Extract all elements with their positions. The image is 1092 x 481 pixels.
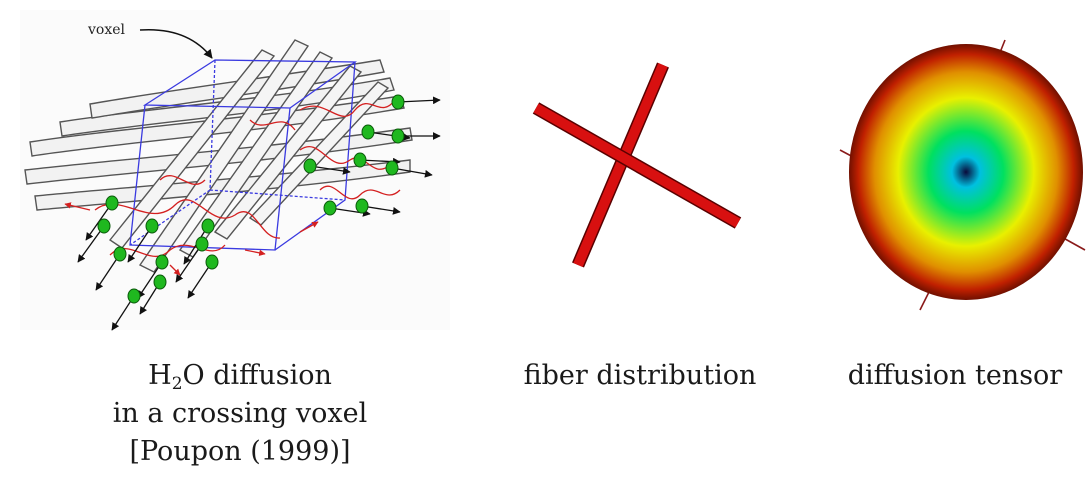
fiber-distribution-svg [532,62,742,268]
diffusion-path [319,185,401,200]
water-molecule [391,128,405,144]
diffusion-tensor-svg [839,39,1086,311]
caption-formula-h: H [148,360,172,391]
diffusion-path [109,244,226,257]
water-molecule [105,195,119,211]
diffusion-tensor-diagram [830,30,1092,320]
water-molecule [127,288,141,304]
water-molecule [303,158,317,174]
fiber-tube [108,49,276,249]
diffusion-paths [64,99,401,276]
water-molecule [205,254,219,270]
cube-hidden-edges [129,59,346,246]
water-molecule [353,152,367,168]
fiber-tube [34,159,411,211]
water-molecule [113,246,127,262]
voxel-caption-line-2: in a crossing voxel [112,398,368,429]
fiber-caption: fiber distribution [523,360,757,391]
fiber-tube [178,51,334,258]
diffusion-arrow [64,202,91,211]
fiber-tube [248,81,390,226]
voxel-cube [129,59,358,251]
water-molecule [323,200,337,216]
voxel-label: voxel [87,22,126,38]
water-molecule [97,218,111,234]
voxel-illustration: voxel [0,0,470,340]
voxel-pointer-arrow [139,28,213,59]
water-molecule [145,218,159,234]
voxel-caption-line-1: H2O diffusion [80,357,400,395]
water-molecule [195,236,209,252]
diffusion-path [299,99,396,117]
voxel-illustration-svg: voxel [20,10,450,331]
voxel-caption: H2O diffusion in a crossing voxel [Poupo… [80,357,400,471]
diffusion-path [159,175,206,185]
water-molecule [155,254,169,270]
tensor-disk [849,44,1083,300]
water-molecule [385,160,399,176]
molecules-bottom [77,195,219,331]
diffusion-path [94,199,281,239]
caption-formula-rest: O diffusion [182,360,332,391]
water-molecule [153,274,167,290]
water-molecule [391,94,405,110]
water-molecule [201,218,215,234]
water-molecule [361,124,375,140]
diffusion-arrow [244,249,266,257]
fiber-line-1 [573,63,668,267]
molecules-right [303,94,441,217]
voxel-caption-citation: [Poupon (1999)] [129,436,351,467]
diffusion-path [299,146,391,170]
diffusion-arrow [299,221,319,233]
fiber-line-2 [533,103,741,228]
diffusion-arrow [169,264,181,276]
fiber-distribution-diagram [500,40,780,300]
water-molecule [355,198,369,214]
fiber-cross [532,62,742,268]
caption-formula-subscript: 2 [171,374,183,394]
diffusion-path [249,119,296,131]
fiber-tube [138,39,310,273]
tensor-caption: diffusion tensor [847,360,1063,391]
